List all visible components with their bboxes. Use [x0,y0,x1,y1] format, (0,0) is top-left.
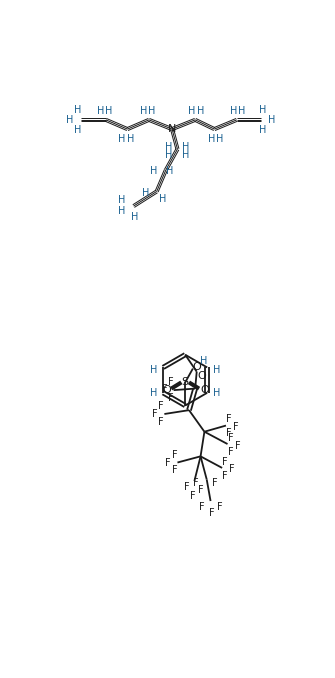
Text: H: H [127,134,134,144]
Text: F: F [184,482,190,492]
Text: F: F [226,428,232,438]
Text: H: H [148,106,156,116]
Text: H: H [159,194,166,204]
Text: H: H [197,106,204,116]
Text: F: F [190,492,196,502]
Text: F: F [212,478,217,488]
Text: F: F [209,508,215,518]
Text: F: F [233,422,239,432]
Text: H: H [182,151,190,160]
Text: O: O [192,362,201,372]
Text: H: H [118,207,126,216]
Text: H: H [74,125,82,135]
Text: F: F [217,502,223,512]
Text: F: F [161,384,167,394]
Text: F: F [226,414,232,424]
Text: H: H [213,365,220,376]
Text: F: F [229,464,235,475]
Text: H: H [268,115,275,125]
Text: H: H [188,106,196,116]
Text: F: F [168,393,173,403]
Text: O: O [200,385,209,395]
Text: F: F [172,465,177,475]
Text: F: F [168,378,173,387]
Text: F: F [158,417,164,426]
Text: H: H [105,106,113,116]
Text: F: F [199,502,204,512]
Text: H: H [200,356,207,366]
Text: H: H [213,388,220,398]
Text: H: H [182,142,190,152]
Text: F: F [151,409,157,419]
Text: H: H [164,142,172,152]
Text: H: H [150,167,157,176]
Text: F: F [158,401,164,412]
Text: H: H [239,106,246,116]
Text: H: H [140,106,147,116]
Text: F: F [164,458,170,468]
Text: H: H [131,212,139,222]
Text: F: F [172,450,177,460]
Text: F: F [228,433,233,443]
Text: N: N [168,124,176,134]
Text: H: H [259,105,267,115]
Text: H: H [97,106,104,116]
Text: H: H [118,134,126,144]
Text: H: H [142,188,150,198]
Text: H: H [74,105,82,115]
Text: H: H [259,125,267,135]
Text: F: F [228,447,233,457]
Text: H: H [208,134,215,144]
Text: H: H [216,134,223,144]
Text: S: S [182,378,189,387]
Text: H: H [166,167,174,176]
Text: O: O [162,385,171,395]
Text: H: H [164,151,172,160]
Text: F: F [193,478,199,488]
Text: H: H [150,388,157,398]
Text: H: H [230,106,238,116]
Text: H: H [118,195,126,205]
Text: F: F [198,485,203,495]
Text: F: F [222,471,228,481]
Text: O: O [198,370,206,380]
Text: F: F [222,457,228,466]
Text: H: H [150,365,157,376]
Text: F: F [235,441,240,451]
Text: H: H [66,115,73,125]
